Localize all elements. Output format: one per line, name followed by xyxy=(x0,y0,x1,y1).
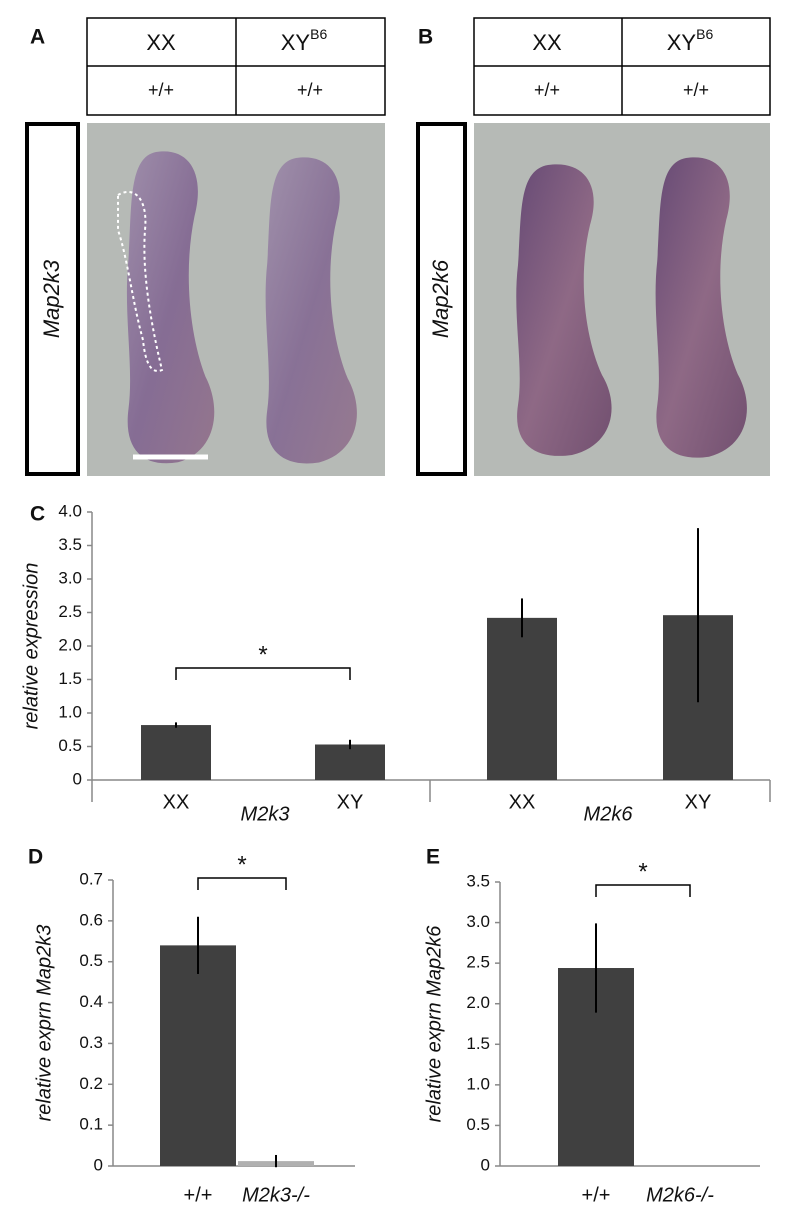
allele: +/+ xyxy=(683,80,709,100)
allele: +/+ xyxy=(148,80,174,100)
y-axis-label: relative expression xyxy=(20,563,42,730)
genotype-main: XY xyxy=(667,30,697,55)
bar xyxy=(141,725,211,780)
gene-label: Map2k6 xyxy=(428,259,453,338)
outline xyxy=(117,190,164,372)
x-tick-label: XY xyxy=(337,791,364,813)
gene-box xyxy=(25,122,80,476)
x-tick-label: M2k3-/- xyxy=(242,1184,310,1206)
y-tick-label: 0.5 xyxy=(58,736,82,755)
genotype: XYB6 xyxy=(281,26,328,55)
panel-letter: B xyxy=(418,26,433,49)
bar xyxy=(487,617,557,780)
x-tick-label: XY xyxy=(685,791,712,813)
bar xyxy=(315,744,385,780)
x-tick-label: +/+ xyxy=(582,1184,611,1206)
y-tick-label: 0.1 xyxy=(79,1115,103,1134)
x-tick-label: +/+ xyxy=(184,1184,213,1206)
significance-label: * xyxy=(258,641,267,668)
y-tick-label: 2.5 xyxy=(466,953,490,972)
panel-b: B XX XYB6 +/+ +/+ Map2k6 xyxy=(416,17,771,476)
bar xyxy=(160,945,236,1166)
y-tick-label: 2.0 xyxy=(466,993,490,1012)
x-tick-label: XX xyxy=(163,791,190,813)
y-tick-label: 1.0 xyxy=(466,1074,490,1093)
y-tick-label: 1.5 xyxy=(58,669,82,688)
significance-label: * xyxy=(638,858,647,885)
group-label: M2k6 xyxy=(584,803,634,825)
significance-label: * xyxy=(237,851,246,878)
y-tick-label: 0.5 xyxy=(466,1115,490,1134)
y-tick-label: 3.5 xyxy=(58,535,82,554)
panel-letter: D xyxy=(28,846,43,869)
y-tick-label: 3.5 xyxy=(466,871,490,890)
significance-bracket xyxy=(197,877,287,890)
y-tick-label: 1.5 xyxy=(466,1034,490,1053)
x-tick-label: M2k6-/- xyxy=(646,1184,714,1206)
y-tick-label: 0 xyxy=(94,1155,103,1174)
y-tick-label: 2.0 xyxy=(58,635,82,654)
significance-bracket xyxy=(175,667,351,680)
y-tick-label: 2.5 xyxy=(58,602,82,621)
allele: +/+ xyxy=(534,80,560,100)
y-tick-label: 0.2 xyxy=(79,1074,103,1093)
allele: +/+ xyxy=(297,80,323,100)
significance-bracket xyxy=(595,884,691,897)
y-tick-label: 0.7 xyxy=(79,869,103,888)
y-tick-label: 0 xyxy=(481,1155,490,1174)
genotype: XX xyxy=(532,30,562,55)
y-tick-label: 0.4 xyxy=(79,992,103,1011)
y-tick-label: 0.6 xyxy=(79,910,103,929)
panel-letter: C xyxy=(30,503,45,526)
y-axis-label: relative exprn Map2k3 xyxy=(33,925,55,1122)
genotype: XX xyxy=(146,30,176,55)
panel-letter: E xyxy=(426,846,440,869)
group-label: M2k3 xyxy=(241,803,290,825)
y-tick-label: 4.0 xyxy=(58,501,82,520)
y-tick-label: 3.0 xyxy=(466,912,490,931)
panel-a: A XX XYB6 +/+ +/+ Map2k3 xyxy=(25,17,386,476)
y-tick-label: 1.0 xyxy=(58,702,82,721)
genotype-main: XY xyxy=(281,30,311,55)
gene-label: Map2k3 xyxy=(39,259,64,338)
genotype-sup: B6 xyxy=(310,26,327,42)
x-tick-label: XX xyxy=(509,791,536,813)
genotype-sup: B6 xyxy=(696,26,713,42)
y-tick-label: 0.3 xyxy=(79,1033,103,1052)
y-axis-label: relative exprn Map2k6 xyxy=(423,925,445,1123)
y-tick-label: 0.5 xyxy=(79,951,103,970)
y-tick-label: 3.0 xyxy=(58,568,82,587)
y-tick-label: 0 xyxy=(73,769,82,788)
genotype: XYB6 xyxy=(667,26,714,55)
panel-letter: A xyxy=(30,26,45,49)
gene-box xyxy=(416,122,467,476)
